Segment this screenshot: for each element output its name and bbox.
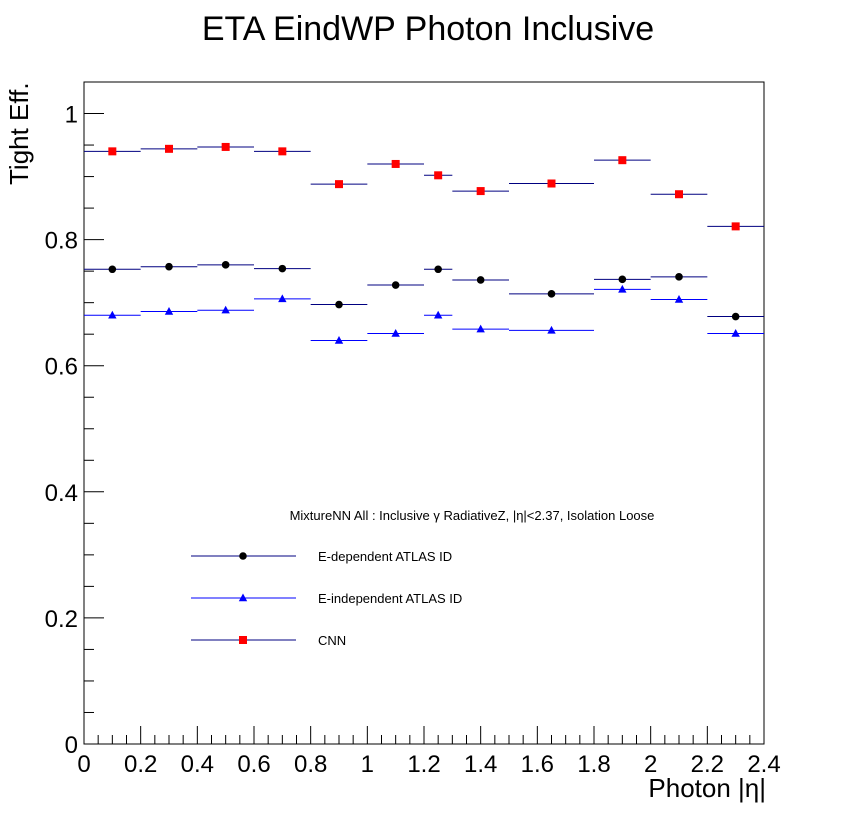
data-point <box>434 265 442 274</box>
data-point <box>165 262 173 271</box>
legend-marker <box>239 636 247 644</box>
x-axis-tick-labels: 0 0.2 0.4 0.6 0.8 1 1.2 1.4 1.6 1.8 2 2.2 2.4 <box>77 751 780 778</box>
y-axis-ticks <box>84 81 104 745</box>
data-point <box>108 147 117 156</box>
x-tick-label: 2.2 <box>691 751 724 778</box>
x-tick-label: 0.4 <box>181 751 214 778</box>
data-point <box>278 294 287 303</box>
legend-entries: E-dependent ATLAS ID E-independent ATLAS … <box>191 549 462 648</box>
legend-entry: E-independent ATLAS ID <box>191 591 462 606</box>
x-tick-label: 0.2 <box>124 751 157 778</box>
data-point <box>391 329 400 337</box>
data-point <box>108 310 117 319</box>
y-axis-tick-labels: 0 0.2 0.4 0.6 0.8 1 <box>45 102 78 759</box>
data-point <box>547 290 556 298</box>
legend-marker <box>238 593 248 602</box>
x-axis-ticks <box>83 726 765 744</box>
data-point <box>476 324 485 333</box>
data-point <box>221 305 230 314</box>
data-point <box>547 179 556 188</box>
data-point <box>335 180 343 189</box>
data-point <box>731 329 740 337</box>
data-point <box>476 187 485 196</box>
data-point <box>221 261 230 269</box>
data-point <box>731 312 740 321</box>
data-point <box>434 171 443 180</box>
legend-label: E-independent ATLAS ID <box>318 591 462 606</box>
chart-title: ETA EindWP Photon Inclusive <box>202 10 654 48</box>
series-cnn <box>84 142 764 231</box>
y-tick-label: 0.6 <box>45 354 78 381</box>
legend-entry: CNN <box>191 633 346 648</box>
data-point <box>618 284 627 293</box>
data-point <box>476 276 485 284</box>
data-point <box>618 156 627 165</box>
data-point <box>165 144 173 153</box>
x-axis-label: Photon |η| <box>648 773 766 803</box>
x-tick-label: 1.6 <box>521 751 554 778</box>
legend-entry: E-dependent ATLAS ID <box>191 549 452 564</box>
legend: MixtureNN All : Inclusive γ RadiativeZ, … <box>191 508 654 648</box>
x-tick-label: 0 <box>77 751 90 778</box>
y-tick-label: 0 <box>65 732 78 759</box>
legend-label: CNN <box>318 633 346 648</box>
y-tick-label: 0.4 <box>45 480 78 507</box>
x-tick-label: 1.8 <box>577 751 610 778</box>
data-point <box>731 222 740 231</box>
data-point <box>674 295 684 303</box>
data-point <box>334 335 344 344</box>
y-axis-label: Tight Eff. <box>4 82 34 185</box>
legend-marker <box>239 552 247 560</box>
data-point <box>391 159 400 168</box>
legend-label: E-dependent ATLAS ID <box>318 549 452 564</box>
y-tick-label: 0.8 <box>45 228 78 255</box>
x-tick-label: 2 <box>644 751 657 778</box>
x-tick-label: 2.4 <box>747 751 780 778</box>
data-point <box>391 281 400 289</box>
data-point <box>547 325 556 334</box>
x-tick-label: 0.8 <box>294 751 327 778</box>
data-point <box>675 190 683 199</box>
data-point <box>221 142 230 151</box>
data-point <box>278 147 287 156</box>
series-e-dependent-atlas-id <box>84 261 764 321</box>
data-series-layer <box>84 142 764 344</box>
data-point <box>433 310 443 319</box>
data-point <box>108 265 117 274</box>
data-point <box>164 306 174 315</box>
data-point <box>278 264 287 273</box>
x-tick-label: 0.6 <box>237 751 270 778</box>
y-tick-label: 1 <box>65 102 78 129</box>
series-e-independent-atlas-id <box>84 284 764 344</box>
y-tick-label: 0.2 <box>45 606 78 633</box>
legend-header: MixtureNN All : Inclusive γ RadiativeZ, … <box>290 508 655 523</box>
x-tick-label: 1 <box>361 751 374 778</box>
x-tick-label: 1.4 <box>464 751 497 778</box>
data-point <box>335 300 343 309</box>
data-point <box>675 273 683 281</box>
x-tick-label: 1.2 <box>407 751 440 778</box>
data-point <box>618 275 627 284</box>
